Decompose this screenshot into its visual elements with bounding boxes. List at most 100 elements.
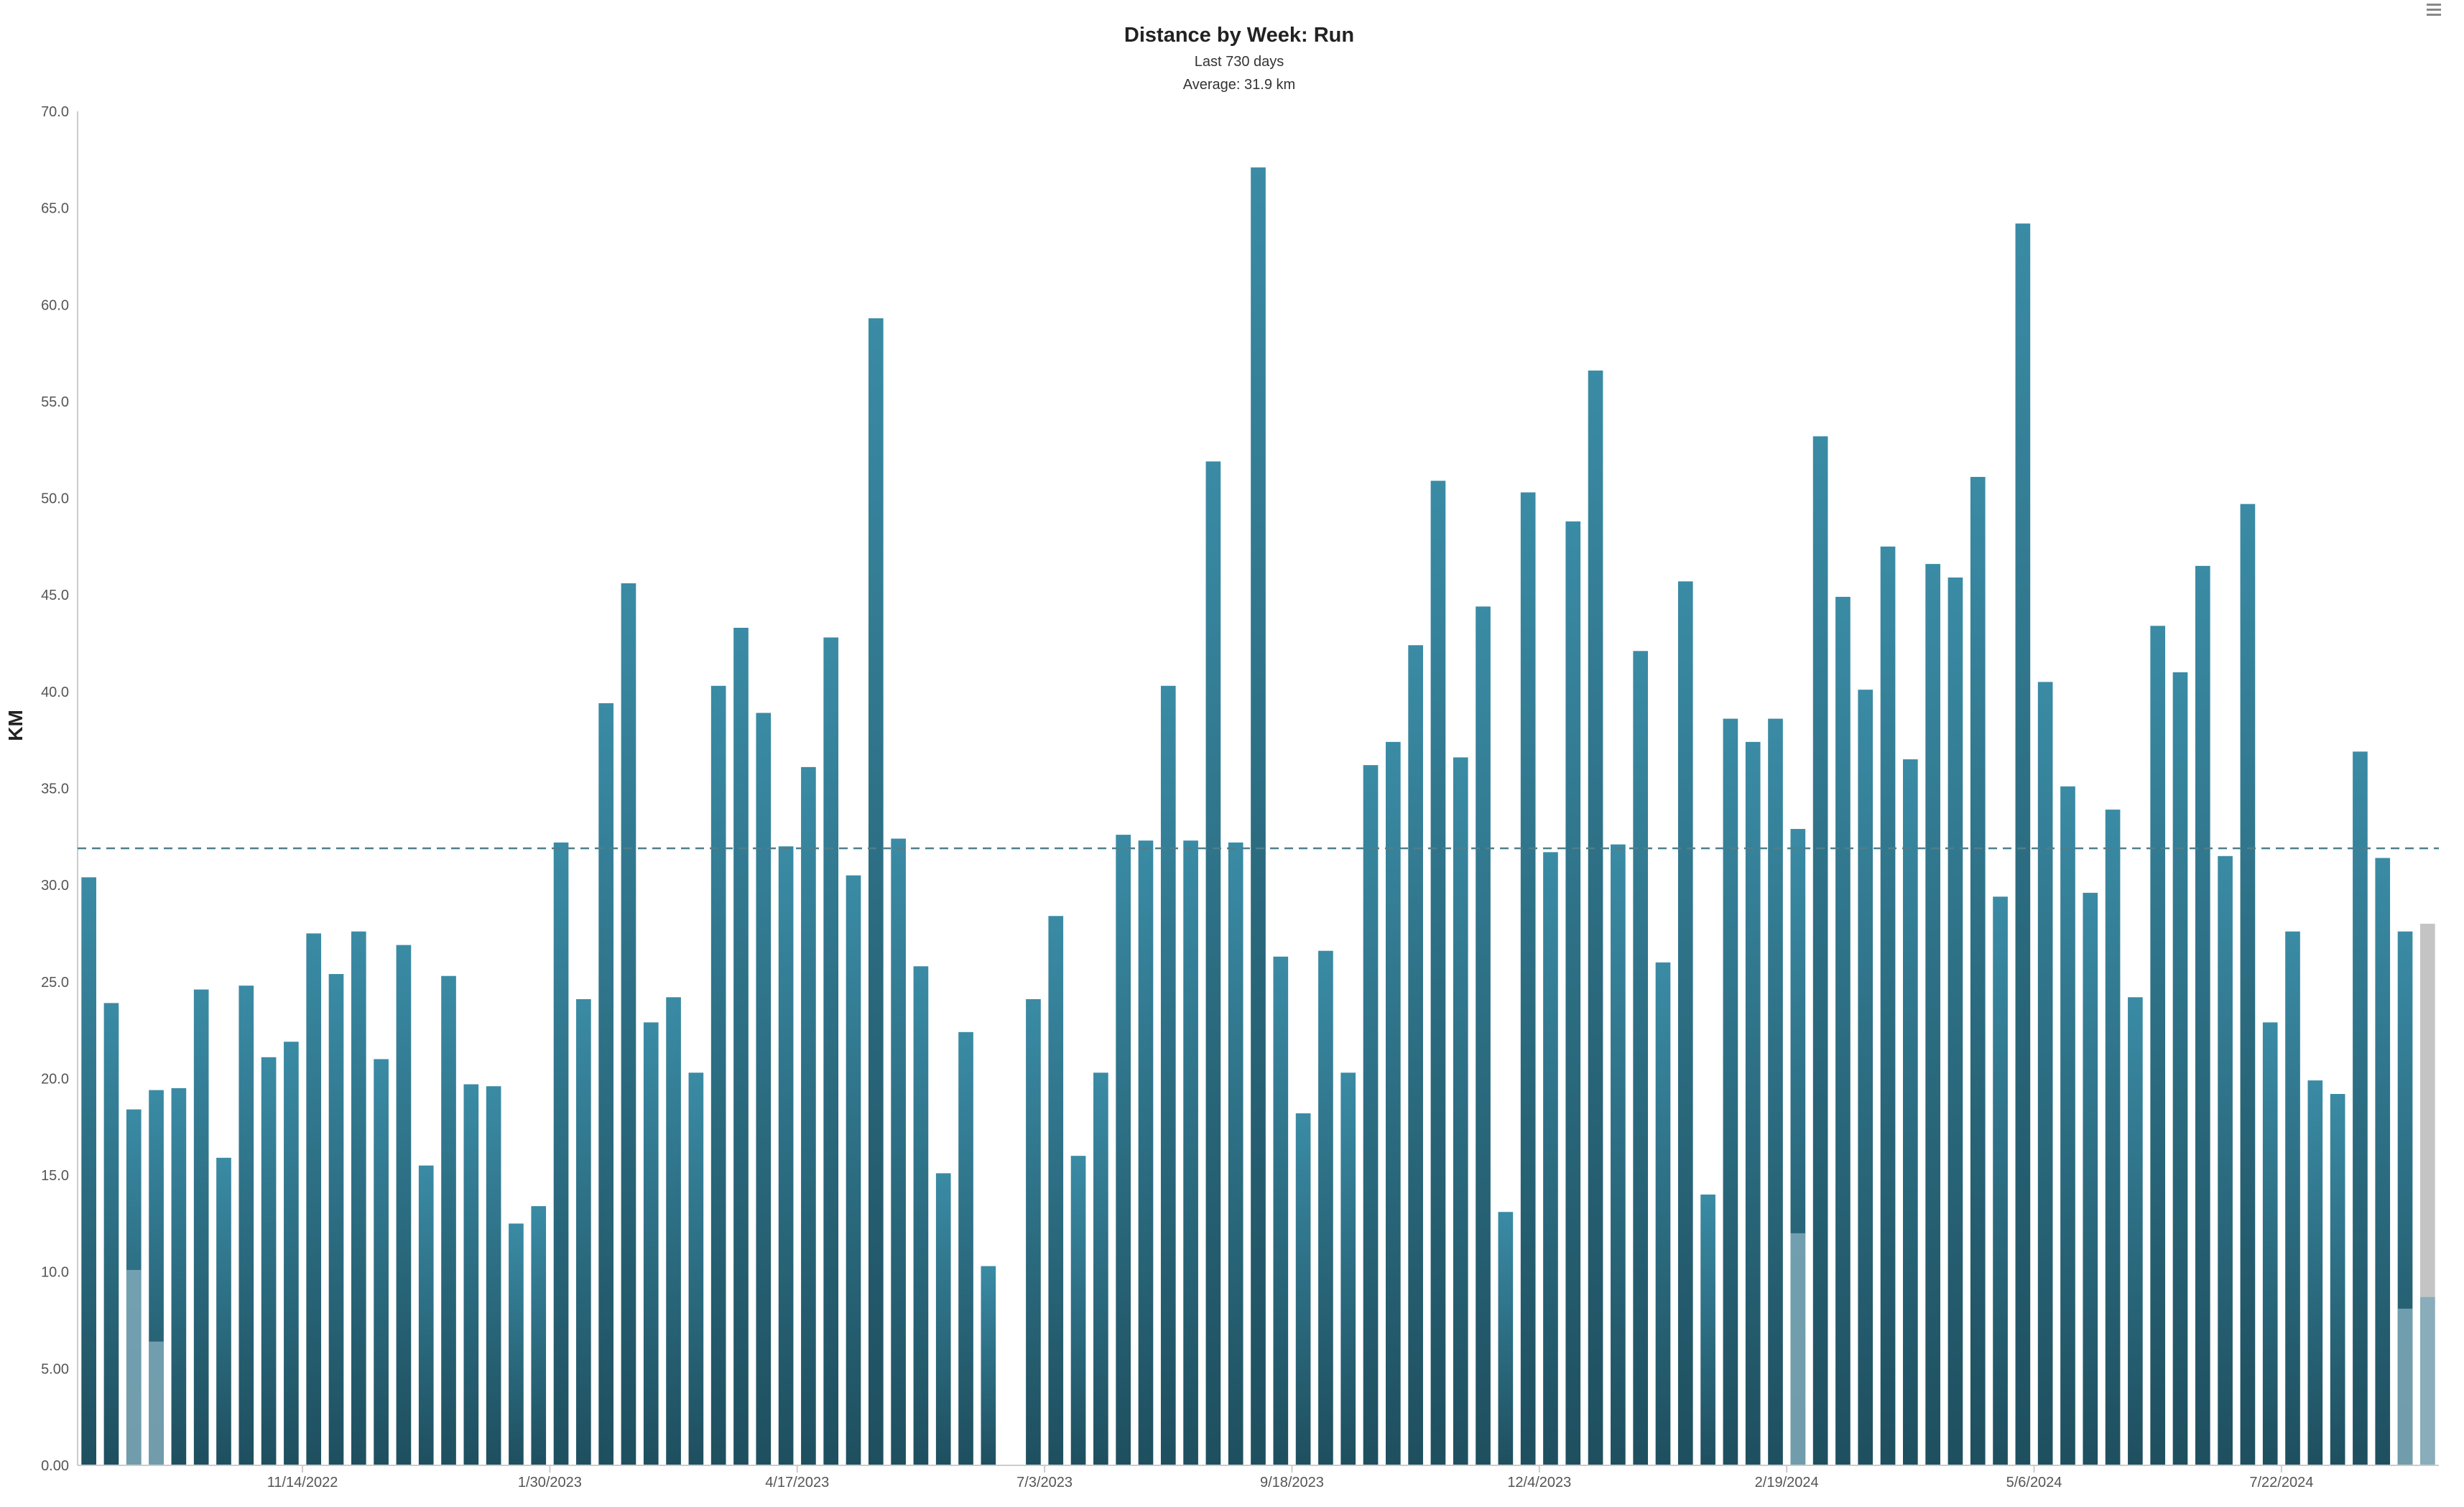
bar-series xyxy=(81,167,2435,1466)
week-bar xyxy=(756,713,772,1466)
y-axis-title: KM xyxy=(4,710,27,741)
week-bar xyxy=(2083,892,2098,1465)
week-bar xyxy=(733,627,749,1465)
week-bar xyxy=(1251,167,1266,1465)
week-bar xyxy=(1903,759,1918,1465)
week-bar xyxy=(1655,962,1671,1465)
chart-title: Distance by Week: Run xyxy=(1124,24,1354,47)
week-bar xyxy=(509,1223,524,1465)
week-bar xyxy=(1476,606,1491,1466)
y-tick-label: 45.0 xyxy=(41,588,69,603)
y-tick-label: 55.0 xyxy=(41,394,69,410)
week-bar xyxy=(2240,504,2256,1465)
week-bar xyxy=(2037,682,2053,1466)
week-bar xyxy=(1160,685,1176,1465)
week-bar xyxy=(1925,564,1940,1465)
week-bar xyxy=(1228,842,1243,1465)
week-bar xyxy=(666,997,681,1465)
week-bar xyxy=(891,838,906,1465)
y-tick-label: 25.0 xyxy=(41,975,69,991)
week-bar xyxy=(1273,956,1289,1465)
week-bar xyxy=(1611,844,1626,1465)
week-bar-highlight-segment xyxy=(2420,1297,2435,1465)
week-bar xyxy=(1970,476,1986,1466)
week-bar xyxy=(463,1084,479,1465)
week-bar xyxy=(238,986,254,1465)
week-bar xyxy=(710,685,726,1465)
week-bar xyxy=(2285,931,2300,1465)
week-bar xyxy=(1138,840,1154,1465)
week-bar xyxy=(1947,577,1963,1466)
week-bar xyxy=(1700,1195,1715,1465)
week-bar xyxy=(1070,1156,1086,1465)
week-bar xyxy=(913,966,929,1465)
y-tick-label: 35.0 xyxy=(41,782,69,797)
week-bar xyxy=(103,1003,119,1465)
week-bar xyxy=(1745,741,1761,1465)
week-bar xyxy=(1723,718,1738,1465)
week-bar xyxy=(216,1157,231,1465)
week-bar xyxy=(1835,596,1851,1465)
hamburger-menu-icon-bar xyxy=(2427,14,2441,16)
y-tick-label: 60.0 xyxy=(41,297,69,313)
week-bar xyxy=(1385,741,1401,1465)
x-tick-label: 9/18/2023 xyxy=(1260,1475,1324,1490)
y-tick-label: 50.0 xyxy=(41,491,69,507)
week-bar xyxy=(2218,855,2233,1465)
week-bar xyxy=(688,1072,704,1465)
week-bar xyxy=(2060,786,2075,1465)
week-bar xyxy=(1812,436,1828,1465)
week-bar xyxy=(1363,765,1379,1465)
y-tick-label: 30.0 xyxy=(41,878,69,894)
week-bar xyxy=(1430,481,1446,1465)
week-bar xyxy=(2015,223,2031,1466)
week-bar xyxy=(1520,492,1536,1465)
x-tick-label: 5/6/2024 xyxy=(2006,1475,2062,1490)
week-bar xyxy=(2128,997,2143,1465)
week-bar xyxy=(1993,896,2008,1465)
hamburger-menu-icon-bar xyxy=(2427,9,2441,11)
x-tick-label: 4/17/2023 xyxy=(765,1475,829,1490)
week-bar xyxy=(2353,751,2368,1465)
week-bar xyxy=(981,1266,996,1465)
week-bar xyxy=(1498,1212,1514,1465)
week-bar xyxy=(396,945,412,1465)
y-tick-label: 5.00 xyxy=(41,1361,69,1377)
week-bar xyxy=(2105,810,2121,1465)
week-bar xyxy=(643,1022,659,1465)
x-tick-label: 2/19/2024 xyxy=(1755,1475,1819,1490)
week-bar xyxy=(778,846,794,1465)
week-bar xyxy=(1588,370,1603,1466)
y-tick-label: 65.0 xyxy=(41,201,69,217)
week-bar xyxy=(1116,835,1131,1465)
y-tick-label: 20.0 xyxy=(41,1071,69,1087)
week-bar xyxy=(2307,1080,2323,1465)
y-tick-label: 10.0 xyxy=(41,1265,69,1281)
week-bar xyxy=(553,842,569,1465)
y-tick-label: 15.0 xyxy=(41,1168,69,1184)
hamburger-menu-icon[interactable] xyxy=(2427,4,2441,16)
week-bar-highlight-segment xyxy=(149,1341,164,1465)
week-bar xyxy=(306,933,322,1465)
x-tick-label: 12/4/2023 xyxy=(1507,1475,1571,1490)
week-bar-highlight-segment xyxy=(2397,1308,2413,1465)
week-bar xyxy=(1048,916,1064,1465)
week-bar xyxy=(1633,651,1649,1465)
week-bar xyxy=(2172,672,2188,1465)
week-bar xyxy=(1295,1113,1311,1465)
week-bar xyxy=(2375,858,2391,1465)
week-bar xyxy=(1093,1072,1108,1465)
week-bar xyxy=(2195,565,2210,1465)
week-bar xyxy=(1768,718,1783,1465)
week-bar xyxy=(486,1086,501,1465)
week-bar xyxy=(621,583,636,1465)
week-bar xyxy=(418,1165,434,1465)
week-bar-highlight-segment xyxy=(1790,1233,1806,1465)
week-bar xyxy=(1453,757,1468,1465)
y-tick-label: 70.0 xyxy=(41,104,69,120)
week-bar xyxy=(1858,690,1874,1465)
hamburger-menu-icon-bar xyxy=(2427,4,2441,6)
week-bar xyxy=(284,1042,299,1465)
week-bar xyxy=(374,1059,389,1465)
